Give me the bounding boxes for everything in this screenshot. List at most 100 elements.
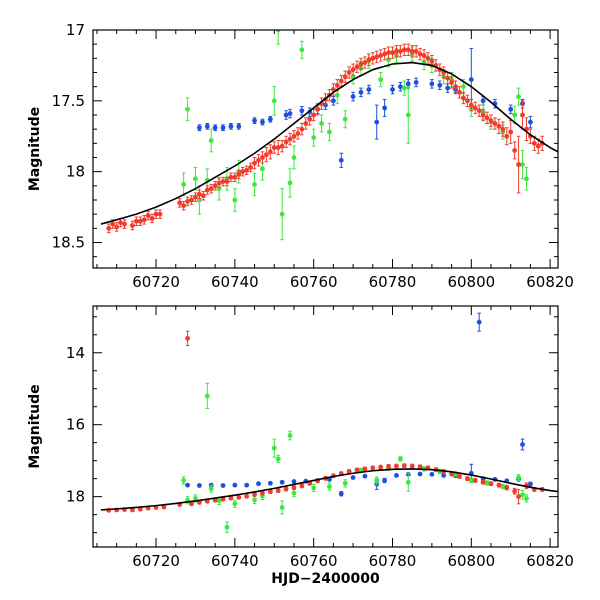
- data-point: [122, 221, 127, 227]
- data-point: [291, 479, 297, 484]
- data-point: [390, 87, 395, 92]
- data-point: [252, 497, 257, 503]
- y-tick-label: 18: [66, 163, 85, 181]
- data-point: [378, 53, 384, 58]
- data-point: [232, 174, 238, 180]
- data-point: [524, 176, 529, 182]
- data-point: [244, 493, 250, 499]
- data-point: [232, 482, 238, 488]
- data-point: [193, 176, 198, 182]
- data-point: [512, 112, 518, 118]
- plot-area: [100, 312, 558, 534]
- data-point: [283, 139, 289, 145]
- data-point: [457, 89, 462, 95]
- data-point: [350, 67, 356, 73]
- data-point: [196, 191, 202, 197]
- data-point: [350, 475, 356, 480]
- data-point: [342, 74, 348, 80]
- data-point: [524, 496, 529, 501]
- data-point: [130, 223, 135, 228]
- data-point: [291, 133, 297, 139]
- data-point: [267, 489, 273, 495]
- data-point: [370, 465, 376, 471]
- data-point: [220, 125, 226, 131]
- data-point: [303, 121, 309, 126]
- data-point: [390, 50, 395, 56]
- data-point: [133, 218, 139, 224]
- data-point: [520, 162, 525, 167]
- data-point: [271, 145, 277, 150]
- data-point: [220, 496, 226, 502]
- data-point: [291, 485, 297, 491]
- data-point: [516, 475, 521, 480]
- data-point: [181, 478, 187, 483]
- data-point: [267, 480, 273, 486]
- data-point: [196, 483, 202, 488]
- data-point: [228, 495, 234, 501]
- data-point: [232, 197, 238, 203]
- data-point: [476, 108, 482, 114]
- data-point: [346, 469, 352, 474]
- data-point: [500, 484, 506, 489]
- data-point: [401, 85, 407, 91]
- data-point: [267, 116, 273, 122]
- data-point: [208, 486, 214, 492]
- data-point: [405, 47, 411, 53]
- x-tick-label: 60800: [447, 552, 495, 570]
- data-point: [204, 123, 210, 129]
- data-point: [263, 152, 269, 158]
- data-point: [185, 335, 190, 341]
- data-point: [362, 60, 368, 65]
- data-point: [106, 225, 112, 231]
- data-point: [334, 92, 340, 98]
- y-tick-label: 14: [66, 344, 85, 362]
- x-tick-label: 60780: [369, 552, 417, 570]
- y-tick-label: 16: [66, 416, 85, 434]
- data-point: [145, 213, 151, 218]
- x-tick-label: 60760: [290, 552, 338, 570]
- data-point: [472, 105, 478, 111]
- data-point: [283, 486, 289, 492]
- data-point: [397, 48, 403, 54]
- data-point: [425, 55, 431, 61]
- data-point: [248, 165, 254, 170]
- data-point: [421, 53, 427, 58]
- data-point: [114, 224, 120, 230]
- data-point: [516, 494, 521, 500]
- plot-area: [100, 30, 558, 241]
- data-point: [516, 94, 521, 99]
- data-point: [342, 116, 348, 122]
- data-point: [311, 112, 317, 118]
- data-point: [315, 106, 321, 112]
- green-series: [181, 30, 529, 241]
- x-tick-label: 60820: [526, 552, 574, 570]
- data-point: [528, 481, 533, 487]
- data-point: [216, 180, 222, 186]
- top-panel: 60720 60740 60760 60780 60800 60820 17 17.5 18 18…: [27, 21, 574, 291]
- data-point: [287, 180, 293, 186]
- data-point: [531, 140, 537, 146]
- data-point: [350, 94, 356, 99]
- data-point: [512, 148, 518, 153]
- data-point: [137, 218, 143, 224]
- data-point: [397, 456, 403, 462]
- data-point: [110, 221, 116, 227]
- data-point: [299, 108, 305, 114]
- data-point: [338, 157, 344, 163]
- data-point: [374, 119, 380, 125]
- data-point: [216, 498, 222, 504]
- data-point: [157, 211, 163, 217]
- x-tick-label: 60740: [211, 552, 259, 570]
- data-point: [366, 87, 372, 92]
- data-point: [516, 162, 521, 167]
- data-point: [291, 155, 297, 160]
- data-point: [405, 81, 411, 87]
- data-point: [405, 112, 411, 118]
- data-point: [260, 155, 265, 160]
- data-point: [189, 197, 194, 203]
- data-point: [236, 123, 242, 129]
- data-point: [118, 220, 123, 226]
- data-point: [496, 482, 502, 488]
- data-point: [256, 481, 261, 487]
